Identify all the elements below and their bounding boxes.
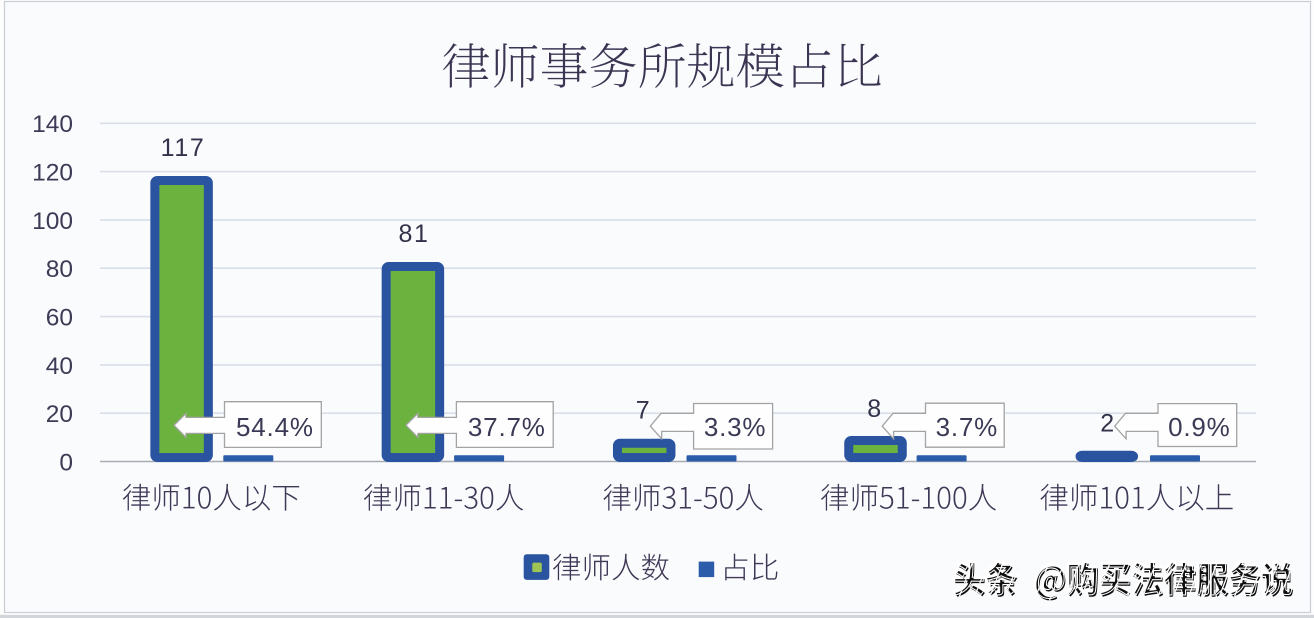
svg-text:2: 2	[1100, 410, 1116, 438]
svg-text:37.7%: 37.7%	[468, 412, 546, 442]
svg-text:120: 120	[32, 160, 73, 187]
svg-text:20: 20	[46, 401, 73, 428]
svg-text:80: 80	[46, 256, 73, 283]
svg-text:140: 140	[32, 111, 73, 138]
svg-text:40: 40	[46, 353, 73, 380]
svg-text:81: 81	[398, 220, 429, 248]
svg-text:3.7%: 3.7%	[936, 412, 998, 442]
svg-text:100: 100	[32, 208, 73, 235]
svg-text:54.4%: 54.4%	[236, 412, 314, 442]
svg-text:0.9%: 0.9%	[1168, 412, 1230, 442]
svg-text:7: 7	[636, 396, 652, 424]
svg-text:0: 0	[59, 449, 73, 476]
svg-text:8: 8	[867, 395, 883, 423]
svg-text:60: 60	[46, 305, 73, 332]
svg-text:3.3%: 3.3%	[704, 412, 766, 442]
svg-text:117: 117	[161, 134, 206, 162]
